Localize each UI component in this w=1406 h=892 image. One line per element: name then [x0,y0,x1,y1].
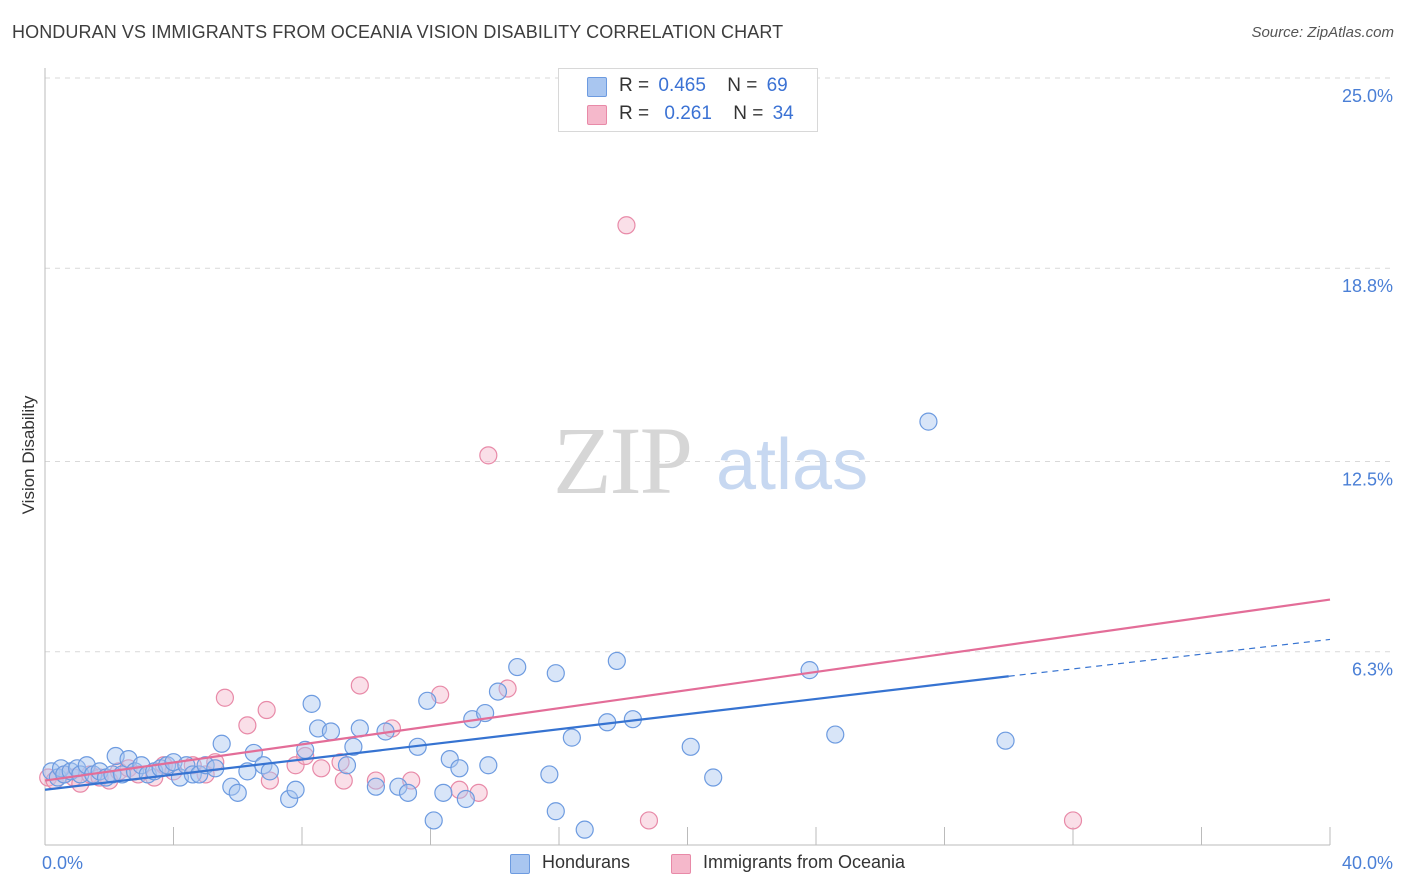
honduran-point [450,759,469,778]
r-label: R = [619,103,650,124]
honduran-point [260,762,279,781]
trend-line-oceania [44,598,1331,782]
oceania-point [215,688,234,707]
r-value: 0.465 [658,75,706,96]
legend-correlation: R = 0.465 N = 69 R = 0.261 N = 34 [558,68,818,132]
honduran-point [366,777,385,796]
honduran-point [919,412,938,431]
y-tick-label: 25.0% [1342,86,1393,106]
legend-swatch-pink [587,105,607,125]
honduran-point [398,783,418,802]
honduran-point [508,657,527,677]
trend-lines [44,598,1331,791]
honduran-point [826,725,845,744]
watermark-atlas: atlas [716,425,868,505]
oceania-point [350,676,369,695]
watermark-zip: ZIP [553,407,691,514]
honduran-point [479,756,498,775]
honduran-point [607,651,626,671]
honduran-point [562,728,581,747]
oceania-point [479,446,498,465]
series-oceania-points [39,216,1083,830]
legend-item-label: Hondurans [542,852,631,872]
x-tick-label-max: 40.0% [1342,853,1393,873]
oceania-point [366,771,385,790]
honduran-point [344,737,363,756]
chart-title: HONDURAN VS IMMIGRANTS FROM OCEANIA VISI… [12,22,784,42]
honduran-point [389,777,408,796]
y-axis-label: Vision Disability [19,395,38,514]
honduran-point [302,694,321,713]
honduran-point [800,661,819,680]
legend-swatch-blue [510,854,530,874]
honduran-point [228,783,247,802]
axes [44,68,1331,846]
y-tick-label: 18.8% [1342,276,1393,296]
watermark: ZIP atlas [553,407,868,514]
honduran-point [424,811,443,830]
honduran-point [681,737,700,756]
r-value: 0.261 [664,103,712,124]
oceania-point [312,759,331,778]
legend-text: R = 0.465 N = 69 [619,75,788,97]
honduran-point [546,802,565,821]
x-tick-label-min: 0.0% [42,853,83,873]
source-label: Source: ZipAtlas.com [1251,24,1394,41]
honduran-point [212,734,231,753]
legend-text: R = 0.261 N = 34 [619,103,794,125]
honduran-point [321,722,341,741]
legend-item-label: Immigrants from Oceania [703,852,906,872]
honduran-point [488,682,508,701]
n-label: N = [727,75,758,96]
oceania-point [257,700,276,720]
trend-line-hondurans-extension [1008,638,1331,677]
oceania-point [617,216,636,235]
honduran-point [440,749,459,769]
honduran-point [575,820,594,839]
n-value: 34 [772,103,794,124]
honduran-point [546,664,565,683]
legend-series: Hondurans Immigrants from Oceania [0,852,1406,878]
oceania-point [260,771,279,790]
legend-swatch-pink [671,854,691,874]
tick-labels: 6.3% 12.5% 18.8% 25.0% 0.0% 40.0% [42,86,1393,873]
legend-swatch-blue [587,77,607,97]
oceania-point [238,716,257,735]
n-label: N = [733,103,764,124]
honduran-point [456,789,475,809]
oceania-point [1063,811,1083,830]
honduran-point [337,756,357,775]
series-hondurans-points [42,412,1015,839]
r-label: R = [619,75,650,96]
honduran-point [434,783,453,802]
y-tick-label: 6.3% [1352,660,1393,680]
honduran-point [540,765,559,784]
oceania-point [334,771,353,790]
oceania-point [639,811,659,830]
honduran-point [996,731,1015,750]
honduran-point [286,780,305,799]
honduran-point [280,789,299,809]
y-tick-label: 12.5% [1342,470,1393,490]
honduran-point [704,768,723,787]
n-value: 69 [766,75,788,96]
honduran-point [418,691,437,710]
trend-line-hondurans [44,675,1009,791]
grid-lines [45,77,1395,653]
